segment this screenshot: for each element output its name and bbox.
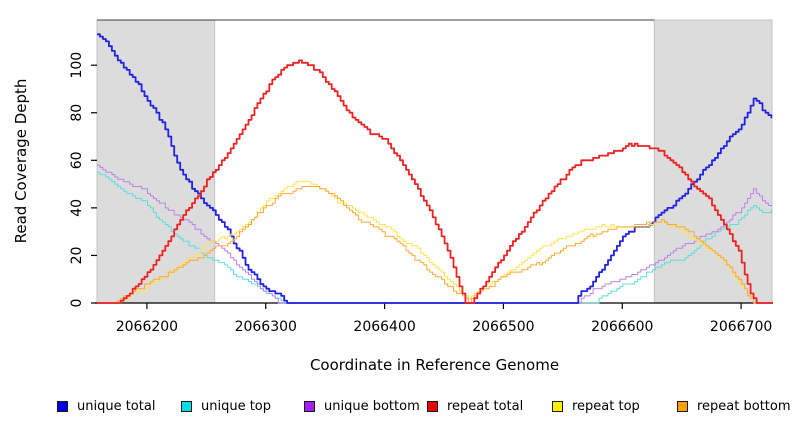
legend-item-repeat-top: repeat top	[552, 399, 640, 414]
legend-label: repeat top	[572, 399, 640, 414]
legend-swatch-repeat-bottom	[677, 401, 688, 412]
legend-swatch-repeat-top	[552, 401, 563, 412]
x-tick-label: 2066200	[116, 319, 178, 335]
x-tick-label: 2066600	[591, 319, 653, 335]
legend-label: unique total	[77, 399, 156, 414]
legend-swatch-repeat-total	[427, 401, 438, 412]
y-tick-label: 20	[69, 247, 85, 265]
legend: unique total unique top unique bottom repea…	[0, 399, 792, 421]
legend-label: unique bottom	[324, 399, 420, 414]
series-line-repeat-top	[97, 181, 772, 304]
legend-label: repeat total	[447, 399, 524, 414]
legend-item-repeat-total: repeat total	[427, 399, 523, 414]
legend-item-unique-top: unique top	[181, 399, 271, 414]
x-tick-label: 2066300	[235, 319, 297, 335]
legend-label: repeat bottom	[697, 399, 791, 414]
y-tick-label: 80	[69, 104, 85, 122]
coverage-plot-canvas: 2066200 2066300 2066400 2066500 2066600 20667…	[69, 19, 773, 335]
x-axis-title: Coordinate in Reference Genome	[309, 356, 560, 374]
y-tick-label: 40	[69, 199, 85, 217]
legend-item-unique-bottom: unique bottom	[304, 399, 420, 414]
legend-item-repeat-bottom: repeat bottom	[677, 399, 791, 414]
y-tick-label: 60	[69, 151, 85, 169]
axes: 2066200 2066300 2066400 2066500 2066600 20667…	[69, 19, 773, 335]
legend-label: unique top	[201, 399, 272, 414]
legend-swatch-unique-total	[57, 401, 68, 412]
legend-swatch-unique-top	[181, 401, 192, 412]
series-line-repeat-bottom	[97, 186, 772, 304]
x-tick-label: 2066500	[472, 319, 534, 335]
series-line-repeat-total	[97, 59, 773, 304]
legend-item-unique-total: unique total	[57, 399, 155, 414]
x-tick-label: 2066400	[353, 319, 415, 335]
y-tick-label: 0	[69, 299, 85, 308]
legend-swatch-unique-bottom	[304, 401, 315, 412]
series-line-unique-total	[97, 33, 773, 304]
y-tick-label: 100	[69, 52, 85, 79]
y-axis-title: Read Coverage Depth	[12, 78, 30, 244]
x-tick-label: 2066700	[710, 319, 772, 335]
